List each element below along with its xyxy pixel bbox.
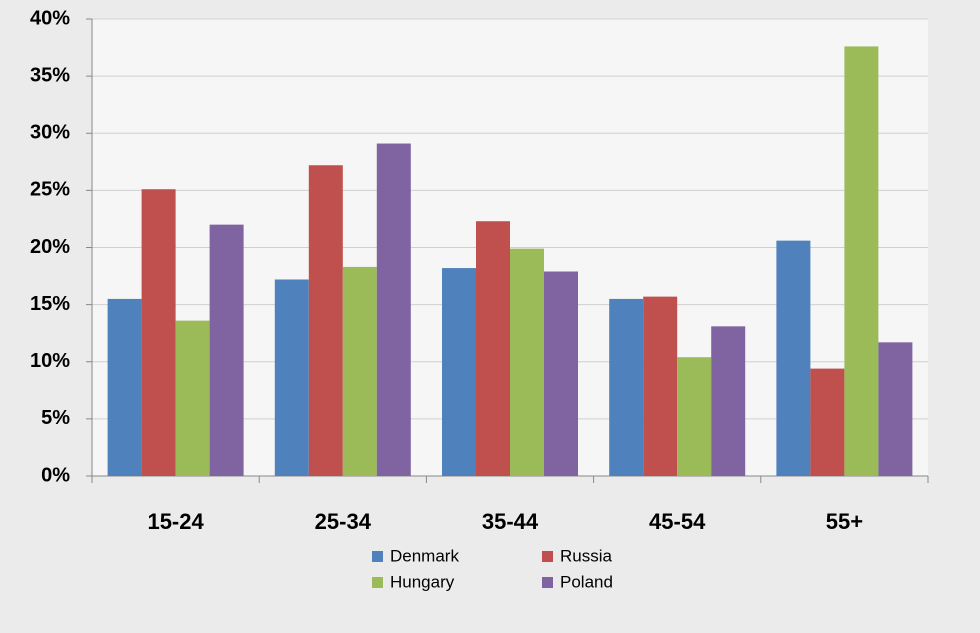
y-tick-label: 5%	[41, 407, 70, 429]
x-tick-label: 55+	[826, 509, 863, 534]
legend-label: Poland	[560, 572, 613, 591]
y-tick-label: 35%	[30, 64, 70, 86]
bar	[677, 357, 712, 476]
bar	[776, 240, 811, 476]
legend-label: Hungary	[390, 572, 455, 591]
bar	[643, 296, 678, 476]
y-tick-label: 15%	[30, 293, 70, 315]
bar	[308, 165, 343, 477]
bar	[141, 189, 176, 477]
legend-label: Denmark	[390, 546, 459, 565]
legend-swatch	[542, 577, 553, 588]
bar	[609, 298, 644, 476]
bar	[844, 46, 879, 477]
bar	[544, 271, 578, 476]
y-tick-label: 10%	[30, 350, 70, 372]
bar	[711, 326, 746, 476]
bar	[274, 279, 309, 476]
x-tick-label: 45-54	[649, 509, 706, 534]
legend-swatch	[542, 551, 553, 562]
bar	[810, 368, 845, 476]
legend-swatch	[372, 551, 383, 562]
bar	[878, 342, 913, 476]
x-tick-label: 35-44	[482, 509, 539, 534]
y-tick-label: 25%	[30, 179, 70, 201]
bar	[107, 298, 142, 476]
x-tick-label: 25-34	[315, 509, 372, 534]
x-tick-label: 15-24	[147, 509, 204, 534]
bar	[476, 221, 510, 476]
y-tick-label: 40%	[30, 7, 70, 29]
legend-label: Russia	[560, 546, 613, 565]
legend-swatch	[372, 577, 383, 588]
y-tick-label: 30%	[30, 122, 70, 144]
y-tick-label: 20%	[30, 236, 70, 258]
bar	[510, 248, 544, 476]
bar	[442, 268, 476, 476]
y-tick-label: 0%	[41, 464, 70, 486]
bar	[175, 320, 210, 476]
bar	[376, 143, 411, 476]
bar	[209, 224, 244, 476]
bar	[342, 266, 377, 476]
